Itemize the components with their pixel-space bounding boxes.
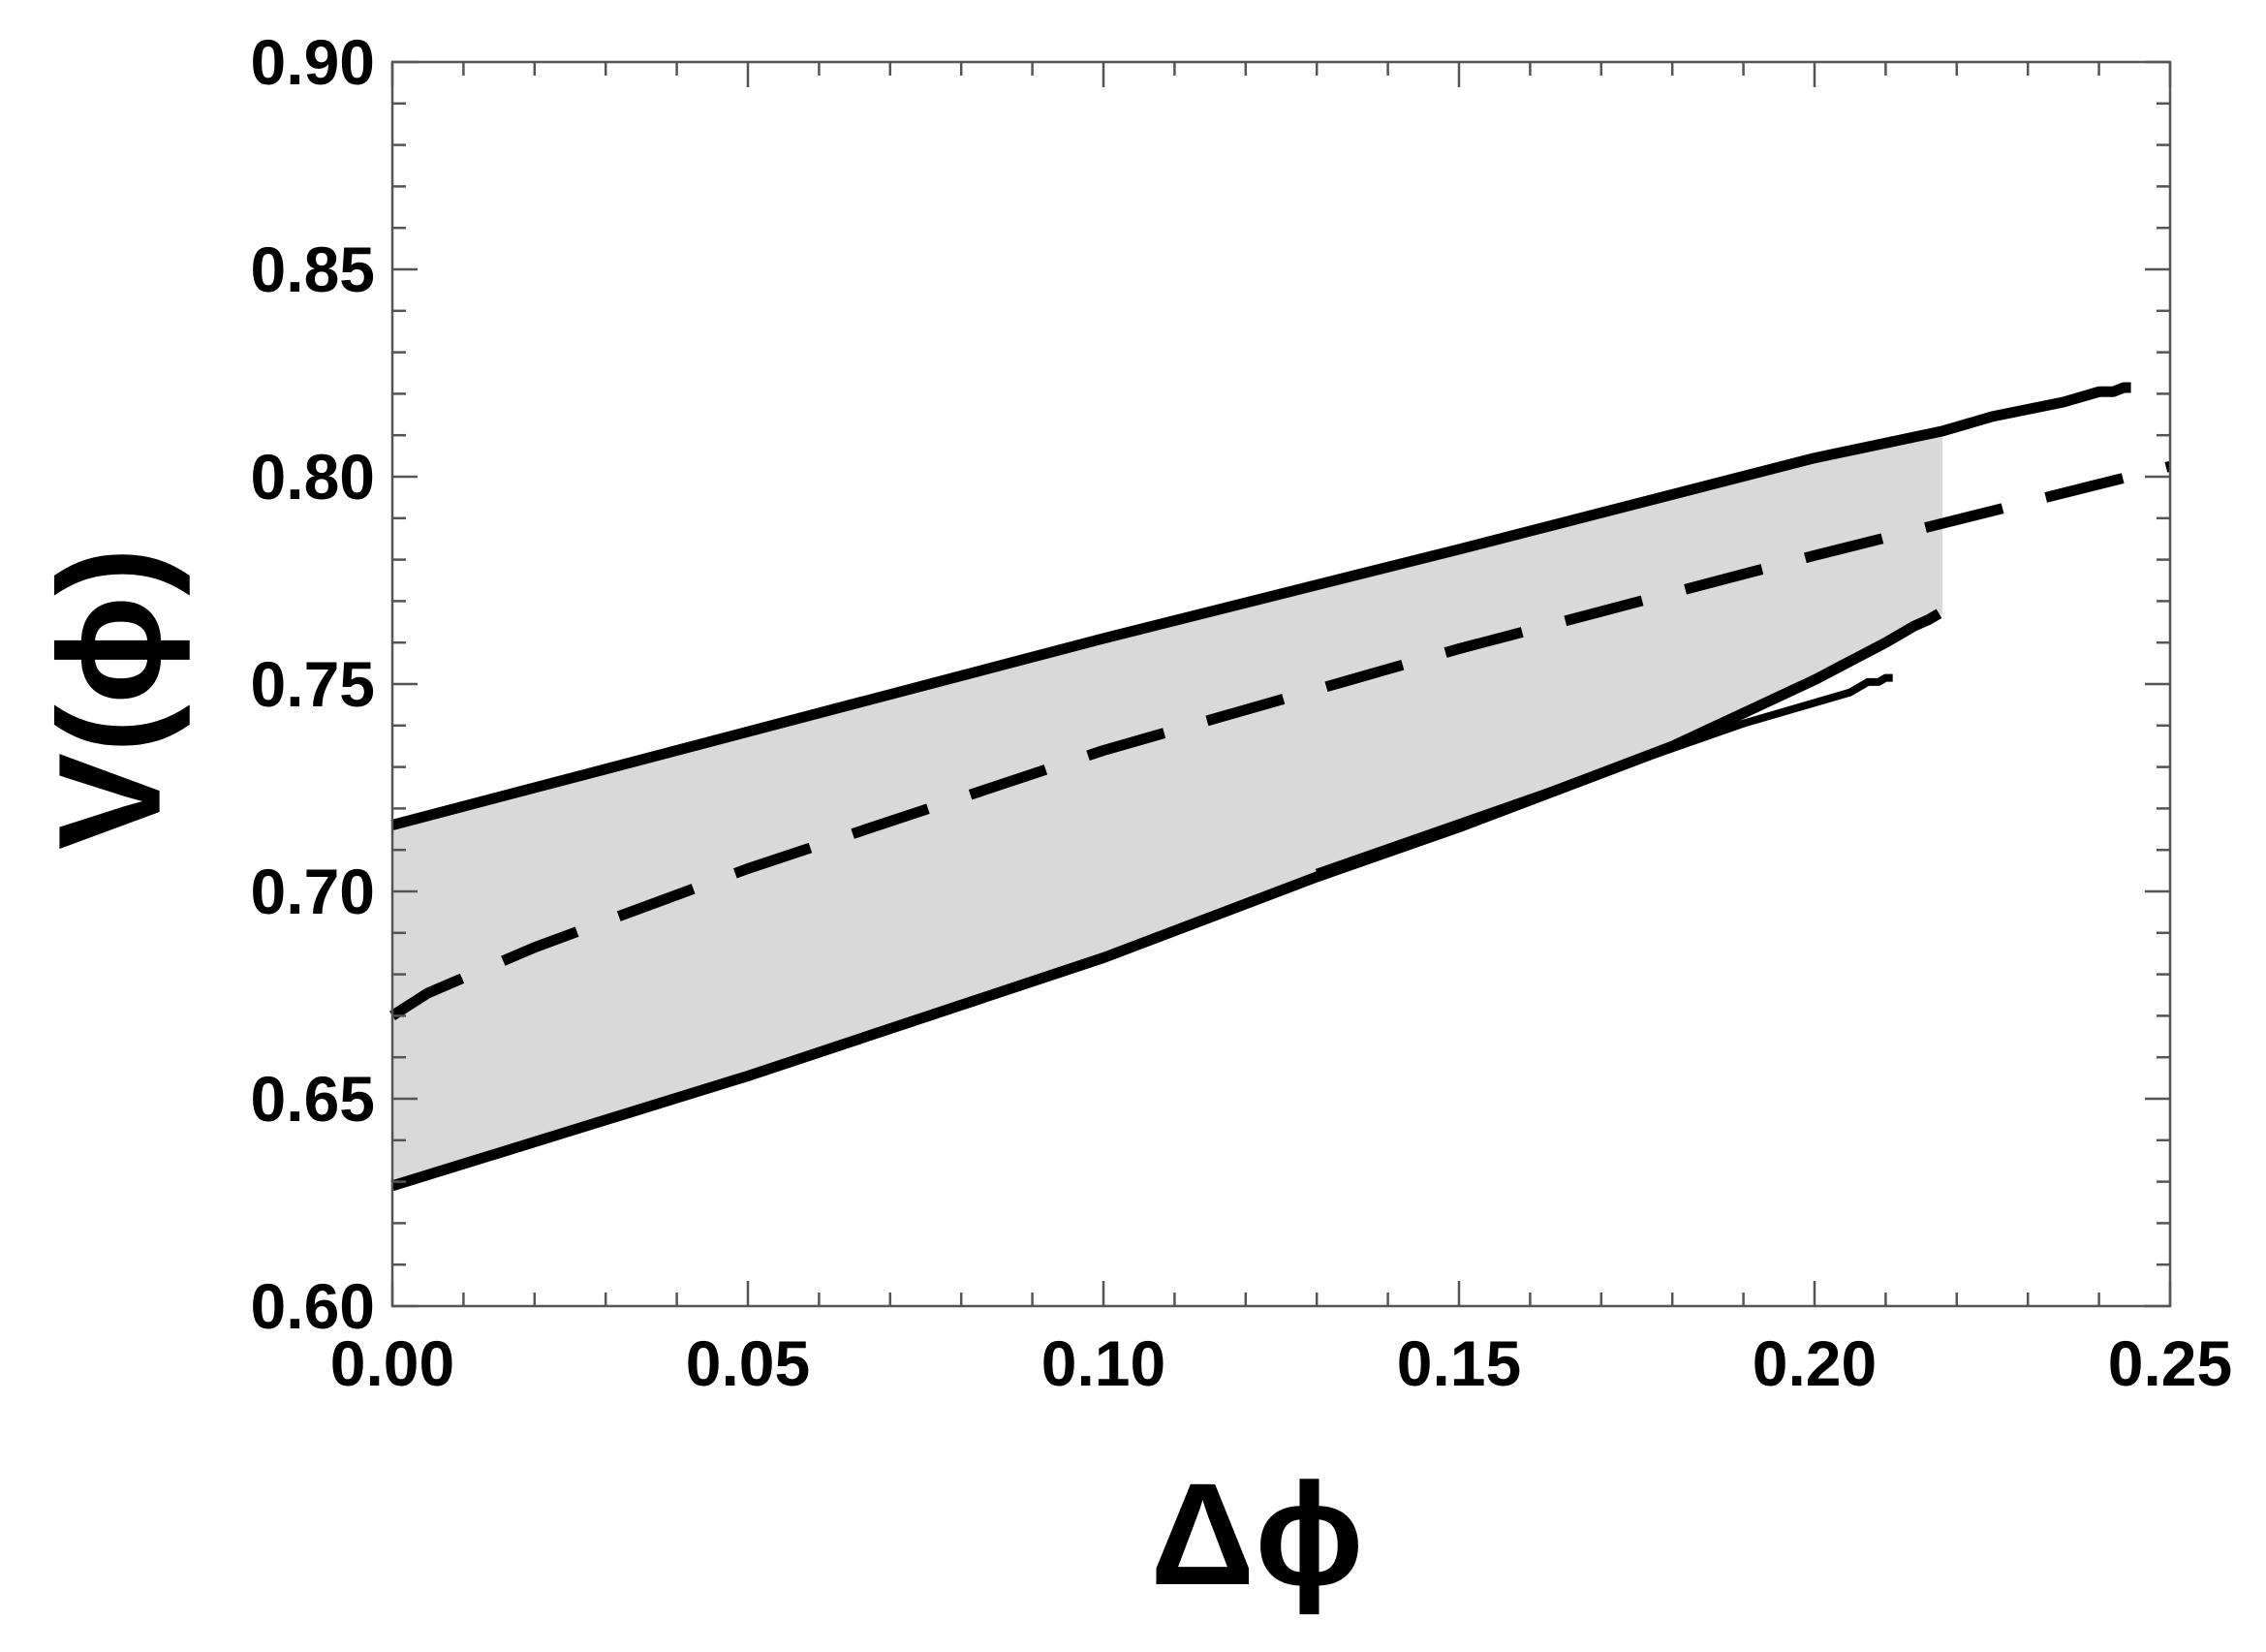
x-tick-label: 0.15 bbox=[1397, 1327, 1521, 1399]
shaded-confidence-band bbox=[392, 430, 1943, 1186]
y-tick-label: 0.75 bbox=[251, 648, 375, 720]
y-tick-label: 0.85 bbox=[251, 234, 375, 305]
series-layer bbox=[389, 382, 2172, 1192]
solid-series-line-3 bbox=[1315, 673, 1893, 877]
y-axis-title: V(ϕ) bbox=[28, 547, 191, 850]
y-tick-label: 0.60 bbox=[251, 1270, 375, 1342]
x-tick-label: 0.10 bbox=[1041, 1327, 1165, 1399]
y-tick-label: 0.65 bbox=[251, 1063, 375, 1135]
dashed-series-line bbox=[389, 460, 2172, 1021]
x-tick-label: 0.00 bbox=[330, 1327, 454, 1399]
x-axis-title: Δϕ bbox=[1150, 1452, 1363, 1615]
tick-layer bbox=[390, 60, 2172, 1308]
shaded-band-layer bbox=[392, 430, 1943, 1186]
x-tick-label: 0.05 bbox=[686, 1327, 810, 1399]
y-tick-label: 0.80 bbox=[251, 441, 375, 513]
x-tick-label: 0.20 bbox=[1753, 1327, 1877, 1399]
solid-series-line-1 bbox=[390, 382, 2131, 830]
y-tick-label: 0.90 bbox=[251, 26, 375, 98]
y-tick-label: 0.70 bbox=[251, 856, 375, 927]
x-tick-label: 0.25 bbox=[2108, 1327, 2232, 1399]
tick-label-layer: 0.00 0.05 0.10 0.15 0.20 0.25 0.60 0.65 0.70 0.75… bbox=[251, 26, 2233, 1399]
